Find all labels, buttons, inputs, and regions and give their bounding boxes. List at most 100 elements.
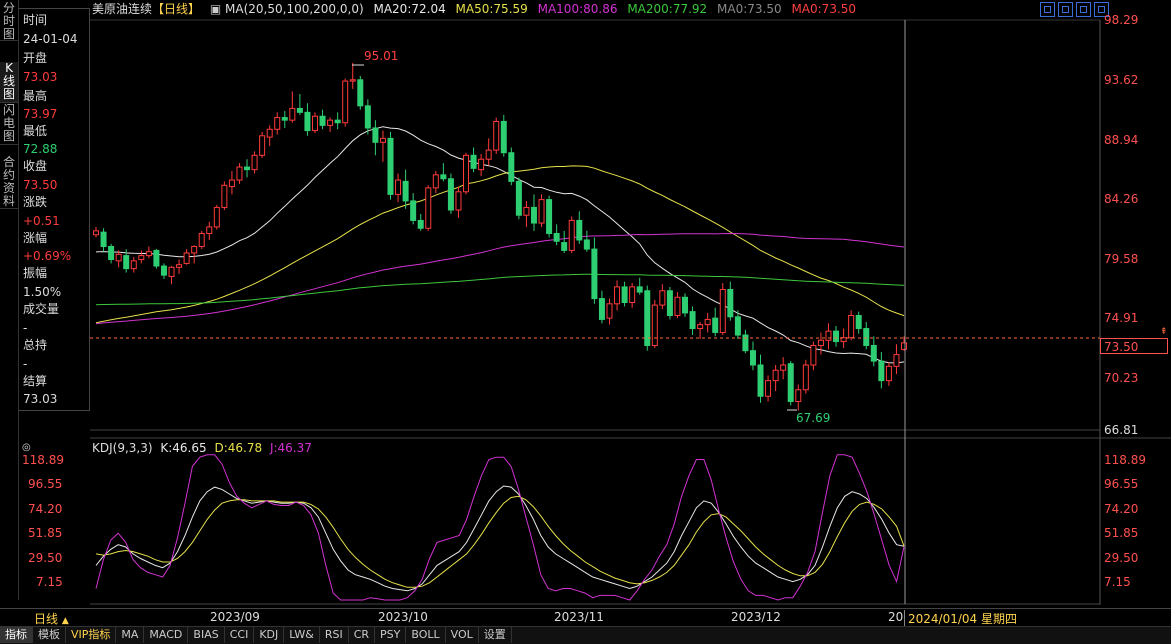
tab-psy[interactable]: PSY [375,627,407,643]
tab-cr[interactable]: CR [349,627,376,643]
high-value: 73.97 [23,107,58,121]
candle-body [334,119,341,124]
candle-body [901,342,907,350]
ma200-value: MA200:77.92 [627,2,708,16]
candle-body [742,334,749,352]
candle-body [863,328,870,346]
settings-icon[interactable]: ▣ [209,2,222,16]
month-label: 20 [888,610,904,624]
candle-body [833,330,840,343]
tab-vip-indicators[interactable]: VIP指标 [66,627,117,643]
candle-body [304,111,311,132]
tab-timeshare[interactable]: 分时图 [0,2,18,41]
candle-body [228,179,235,188]
kdj-d-line [95,495,905,588]
candle-body [712,317,719,333]
candle-body [538,199,545,224]
candle-body [327,119,334,126]
tab-contract-info[interactable]: 合约资料 [0,156,18,209]
tab-settings[interactable]: 设置 [479,627,512,643]
candle-body [455,191,462,211]
tab-bias[interactable]: BIAS [188,627,225,643]
candle-body [244,166,251,171]
candle-body [598,298,605,320]
candle-body [115,253,122,262]
ma0-value-a: MA0:73.50 [717,2,782,16]
candle-body [485,149,492,160]
kdj-tick: 51.85 [1104,526,1138,540]
candle-body [289,107,296,121]
open-label: 开盘 [23,51,48,65]
candle-body [447,178,454,211]
candle-body [266,128,273,138]
period-button[interactable]: 日线 ▲ [34,612,69,626]
candle-body [93,230,99,236]
candle-body [123,255,130,270]
left-tab-bar: 分时图 K线图 闪电图 合约资料 [0,0,19,600]
candle-body [523,206,530,216]
candle-body [636,286,643,293]
kdj-settings-icon[interactable]: ◎ [22,442,31,453]
candle-body [810,344,817,366]
tab-flash-chart[interactable]: 闪电图 [0,104,18,145]
kdj-j-value: J:46.37 [269,441,312,455]
open-value: 73.03 [23,70,58,84]
candle-body [848,315,855,339]
fullscreen-icon[interactable] [1094,2,1109,17]
tab-cci[interactable]: CCI [225,627,255,643]
candle-body [757,364,764,397]
price-tick: 88.94 [1104,133,1138,147]
chart-toolbar [1040,2,1112,20]
ma20-value: MA20:72.04 [373,2,446,16]
ma-legend-bar: 美原油连续【日线】 ▣ MA(20,50,100,200,0,0) MA20:7… [92,0,862,18]
candle-body [727,288,734,318]
candle-body [478,158,485,171]
amp-value: 1.50% [23,285,62,299]
candle-body [311,115,318,132]
tab-vol[interactable]: VOL [446,627,479,643]
price-tick: 98.29 [1104,13,1138,27]
price-tick: 79.58 [1104,252,1138,266]
candle-body [644,290,651,346]
candle-body [561,242,568,251]
candle-body [402,180,409,202]
tab-macd[interactable]: MACD [144,627,189,643]
time-value: 24-01-04 [23,32,78,46]
tab-ma[interactable]: MA [116,627,145,643]
change-value: +0.51 [23,214,60,228]
candle-body [682,296,689,314]
candle-body [432,174,439,189]
candle-body [206,226,213,234]
crosshair-icon[interactable] [1040,2,1055,17]
candle-body [893,354,900,367]
tab-lw[interactable]: LW& [284,627,320,643]
candle-body [138,255,145,261]
kdj-tick: 7.15 [1104,575,1131,589]
tab-kdj[interactable]: KDJ [254,627,285,643]
candle-body [342,80,349,124]
period-label: 【日线】 [152,2,201,16]
candle-body [734,316,741,336]
ma100-line [95,232,905,325]
candle-body [183,252,190,264]
high-label: 最高 [23,89,48,103]
tab-indicators[interactable]: 指标 [0,627,33,643]
zoom-out-icon[interactable] [1076,2,1091,17]
tab-rsi[interactable]: RSI [320,627,349,643]
candle-body [221,184,228,208]
tab-templates[interactable]: 模板 [33,627,66,643]
tab-boll[interactable]: BOLL [406,627,446,643]
candle-body [825,330,832,341]
zoom-in-icon[interactable] [1058,2,1073,17]
svg-text:KDJ(9,3,3) K:46.65 D:4: KDJ(9,3,3) K:46.65 D:46.78 J:46.37 [92,441,312,455]
candle-body [198,232,205,247]
candle-body [870,344,877,362]
candle-body [100,231,107,247]
candle-body [765,380,772,397]
candle-body [236,166,243,181]
month-label: 2023/11 [554,610,604,624]
candle-body [357,79,364,107]
candle-body [251,154,258,171]
tab-kline[interactable]: K线图 [0,62,18,103]
